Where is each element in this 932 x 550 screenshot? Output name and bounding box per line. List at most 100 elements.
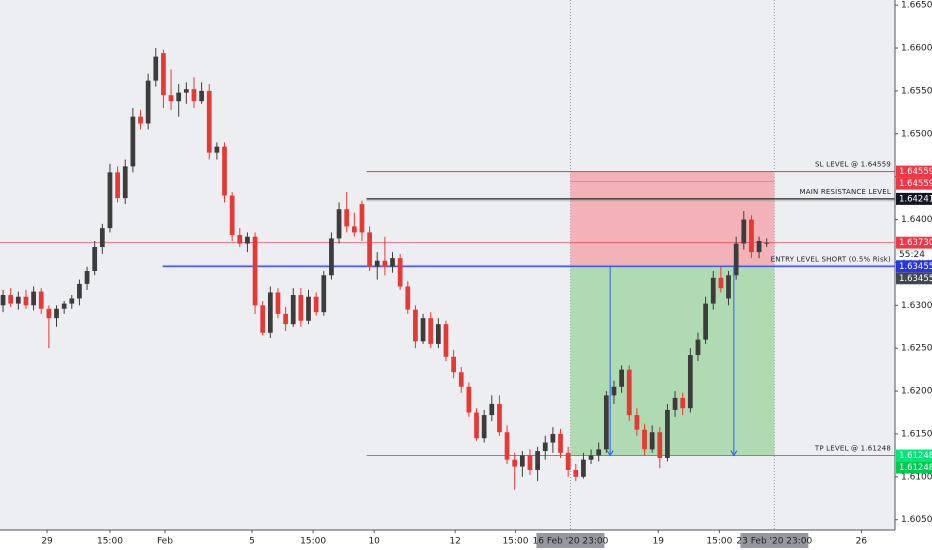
- candle-body: [420, 318, 426, 342]
- candle-body: [550, 433, 556, 443]
- stop-zone: [570, 171, 775, 267]
- level-label: SL LEVEL @ 1.64559: [815, 161, 891, 169]
- y-tick-label: 1.63000: [901, 301, 932, 311]
- candle-body: [435, 324, 441, 344]
- candle-body: [344, 209, 350, 227]
- x-tick-label: 12: [449, 537, 460, 547]
- candle-body: [382, 260, 388, 267]
- level-label: TP LEVEL @ 1.61248: [814, 445, 891, 453]
- candle-body: [665, 409, 670, 458]
- candle-body: [31, 291, 36, 306]
- candle-body: [153, 56, 159, 81]
- candle-body: [359, 204, 365, 233]
- crosshair-label: 23 Feb '20 23:00: [736, 537, 812, 547]
- y-tick-label: 1.61000: [901, 472, 932, 482]
- x-tick-label: 10: [368, 537, 380, 547]
- target-zone: [570, 266, 775, 456]
- candle-body: [290, 295, 296, 325]
- y-tick-label: 1.62500: [901, 344, 932, 354]
- candle-body: [374, 260, 380, 267]
- x-tick-label: Feb: [157, 537, 173, 547]
- candle-body: [672, 397, 678, 410]
- candle-body: [619, 369, 624, 387]
- candle-body: [260, 305, 266, 333]
- candle-body: [69, 298, 75, 304]
- candle-body: [168, 95, 174, 102]
- price-tag-label: 1.64559: [899, 179, 932, 189]
- candle-body: [626, 369, 632, 416]
- candle-body: [611, 386, 617, 396]
- candle-body: [603, 395, 609, 450]
- candle-body: [15, 296, 21, 304]
- candle-body: [649, 432, 655, 450]
- x-tick-label: 19: [653, 537, 665, 547]
- countdown-label: 55:24: [899, 250, 925, 260]
- candle-body: [642, 429, 647, 450]
- candle-body: [0, 295, 6, 306]
- candle-body: [275, 292, 281, 314]
- candle-body: [306, 296, 311, 321]
- candle-body: [405, 286, 411, 310]
- candle-body: [199, 90, 204, 102]
- crosshair-tag: [536, 533, 605, 548]
- candle-body: [558, 433, 563, 453]
- candle-body: [726, 275, 731, 299]
- candle-body: [115, 172, 120, 199]
- x-tick-label: 15:00: [706, 537, 732, 547]
- candle-body: [573, 469, 579, 477]
- candle-body: [451, 356, 456, 373]
- candle-body: [214, 146, 220, 153]
- candle-body: [329, 238, 334, 276]
- candle-body: [397, 258, 403, 287]
- candle-body: [84, 271, 90, 284]
- price-tag-label: 1.64559: [899, 167, 932, 177]
- candle-body: [54, 308, 59, 319]
- arrow-head: [730, 450, 738, 457]
- candle-body: [161, 53, 166, 96]
- candle-body: [252, 236, 258, 306]
- candle-body: [733, 243, 739, 276]
- candle-body: [565, 452, 571, 470]
- candle-body: [8, 295, 14, 304]
- y-tick-label: 1.60500: [901, 515, 932, 525]
- candle-body: [336, 209, 342, 239]
- candle-body: [542, 442, 548, 452]
- countdown-tag: [896, 248, 932, 260]
- current-price-label: 1.63730: [899, 238, 932, 248]
- candle-body: [176, 92, 182, 102]
- candle-body: [38, 291, 44, 309]
- candle-body: [23, 296, 29, 306]
- candle-body: [710, 277, 716, 304]
- candle-body: [458, 372, 464, 387]
- candle-body: [183, 89, 189, 93]
- candle-body: [657, 432, 663, 458]
- y-tick-label: 1.62000: [901, 387, 932, 397]
- x-tick-label: 15:00: [502, 537, 528, 547]
- candle-body: [390, 258, 395, 267]
- candle-body: [99, 228, 105, 247]
- candle-body: [367, 232, 372, 267]
- candle-body: [107, 172, 113, 229]
- candle-body: [229, 195, 235, 235]
- candle-body: [245, 236, 250, 244]
- candle-body: [695, 339, 701, 356]
- candle-body: [46, 308, 52, 319]
- candle-body: [596, 449, 602, 456]
- candle-body: [489, 403, 495, 416]
- candle-body: [138, 116, 143, 124]
- candle-body: [718, 277, 724, 289]
- price-tag-label: 1.61248: [899, 463, 932, 473]
- price-tag: [896, 272, 932, 285]
- y-tick-label: 1.65000: [901, 129, 932, 139]
- x-tick-label: 15:00: [300, 537, 326, 547]
- price-tag: [896, 461, 932, 474]
- time-axis-background: [0, 530, 895, 550]
- candle-body: [687, 355, 693, 409]
- candle-body: [351, 226, 357, 233]
- candle-body: [130, 116, 136, 167]
- crosshair-label: 16 Feb '20 23:00: [533, 537, 609, 547]
- candle-body: [428, 318, 434, 344]
- candle-body: [92, 246, 98, 272]
- price-tag: [896, 177, 932, 190]
